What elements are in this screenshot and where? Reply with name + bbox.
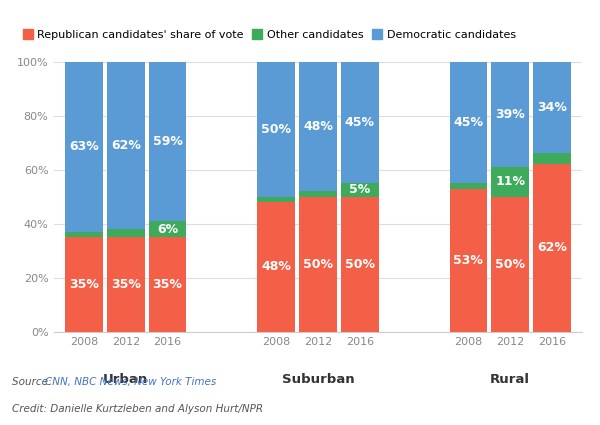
Legend: Republican candidates' share of vote, Other candidates, Democratic candidates: Republican candidates' share of vote, Ot… — [23, 29, 516, 40]
Text: 34%: 34% — [537, 101, 567, 114]
Bar — [533, 164, 571, 332]
Bar — [299, 197, 337, 332]
Text: 62%: 62% — [537, 241, 567, 255]
Bar — [341, 183, 379, 197]
Text: 63%: 63% — [69, 140, 99, 153]
Text: 11%: 11% — [495, 175, 525, 188]
Text: 59%: 59% — [152, 135, 182, 148]
Text: 50%: 50% — [495, 258, 525, 271]
Bar — [299, 62, 337, 191]
Text: 45%: 45% — [345, 116, 375, 129]
Text: 5%: 5% — [349, 184, 370, 196]
Bar — [149, 62, 187, 221]
Bar — [65, 232, 103, 237]
Bar — [491, 197, 529, 332]
Bar — [449, 189, 487, 332]
Bar — [491, 167, 529, 197]
Bar — [341, 197, 379, 332]
Bar — [65, 237, 103, 332]
Text: 53%: 53% — [454, 254, 484, 266]
Text: CNN, NBC News, New York Times: CNN, NBC News, New York Times — [45, 377, 216, 387]
Bar — [257, 202, 295, 332]
Bar — [533, 62, 571, 153]
Bar — [107, 229, 145, 237]
Bar — [107, 62, 145, 229]
Bar — [257, 197, 295, 202]
Bar — [65, 62, 103, 232]
Text: 50%: 50% — [261, 123, 291, 136]
Bar — [257, 62, 295, 197]
Bar — [149, 237, 187, 332]
Text: Source:: Source: — [12, 377, 55, 387]
Text: Rural: Rural — [490, 373, 530, 386]
Bar — [341, 62, 379, 183]
Bar — [533, 153, 571, 164]
Bar — [107, 237, 145, 332]
Text: 48%: 48% — [303, 120, 333, 133]
Text: 6%: 6% — [157, 223, 178, 235]
Text: Credit: Danielle Kurtzleben and Alyson Hurt/NPR: Credit: Danielle Kurtzleben and Alyson H… — [12, 404, 263, 414]
Bar — [299, 191, 337, 197]
Bar — [449, 183, 487, 189]
Bar — [491, 62, 529, 167]
Bar — [149, 221, 187, 237]
Text: 48%: 48% — [261, 260, 291, 273]
Bar — [449, 62, 487, 183]
Text: 50%: 50% — [345, 258, 375, 271]
Text: Suburban: Suburban — [281, 373, 355, 386]
Text: 62%: 62% — [111, 139, 141, 152]
Text: 35%: 35% — [69, 278, 99, 291]
Text: 50%: 50% — [303, 258, 333, 271]
Text: 39%: 39% — [496, 108, 525, 121]
Text: 45%: 45% — [454, 116, 484, 129]
Text: 35%: 35% — [111, 278, 141, 291]
Text: 35%: 35% — [152, 278, 182, 291]
Text: Urban: Urban — [103, 373, 148, 386]
